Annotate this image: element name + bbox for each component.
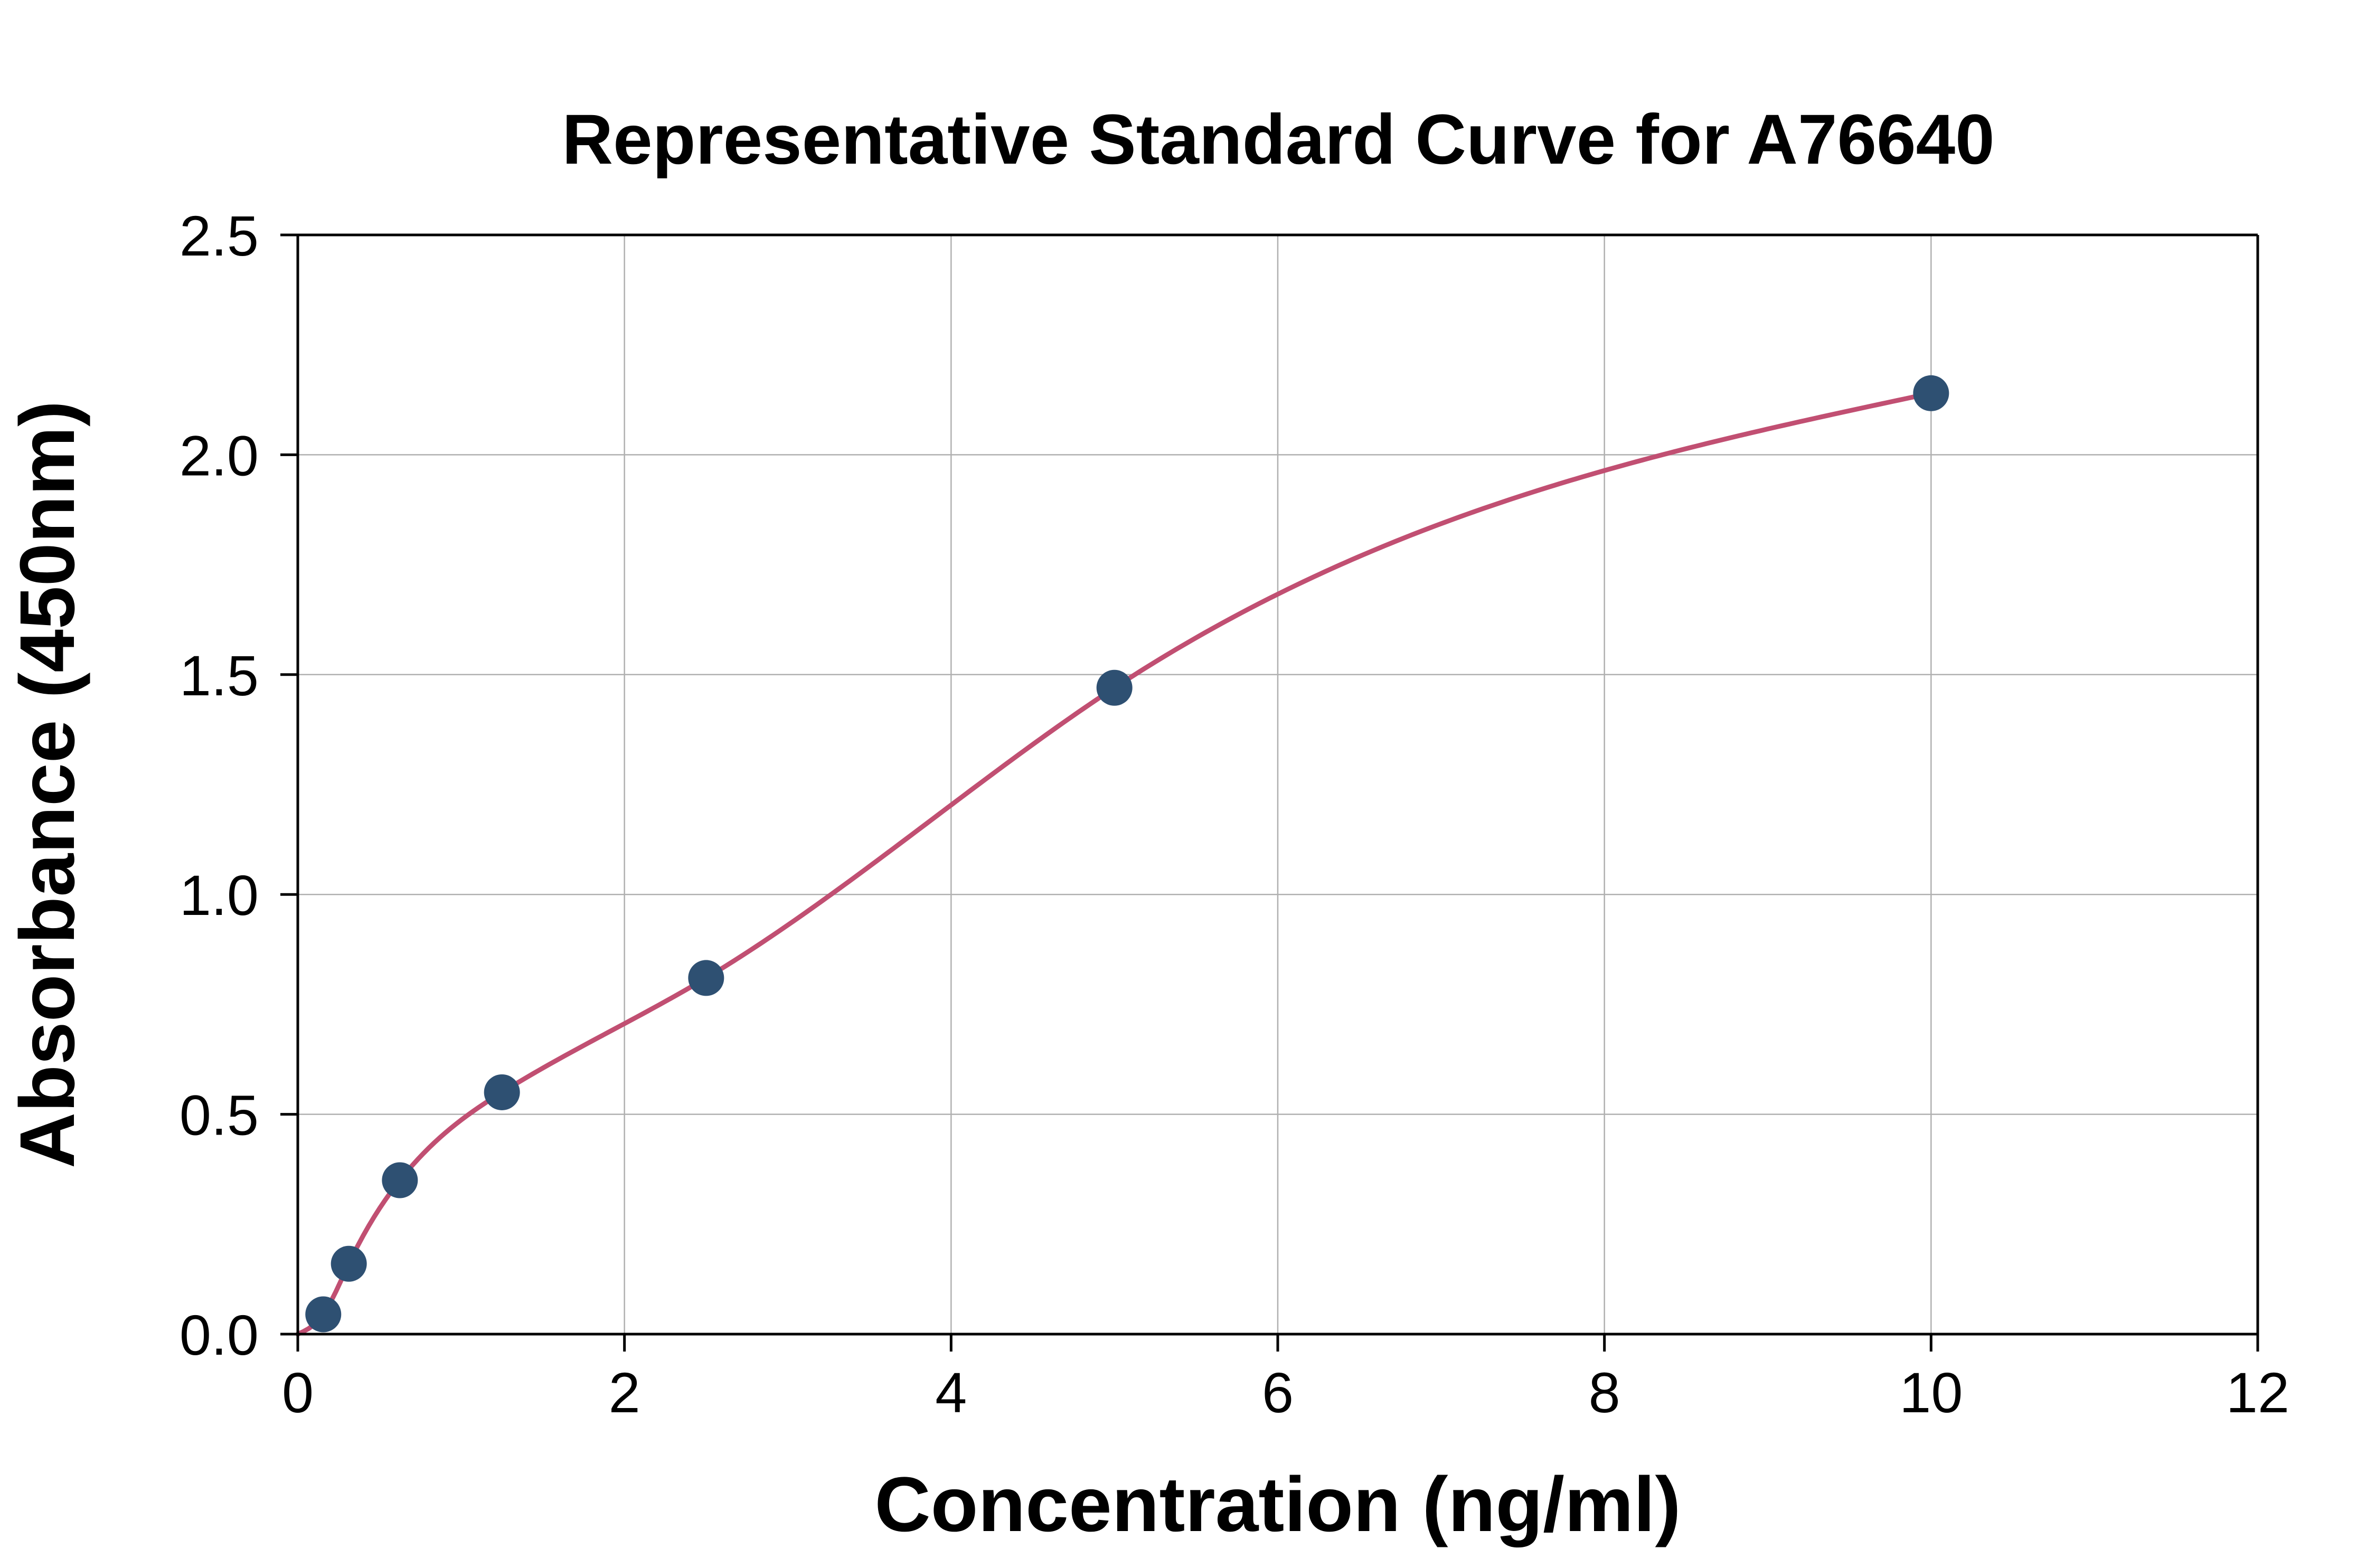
svg-text:0.0: 0.0	[180, 1303, 259, 1367]
svg-text:10: 10	[1899, 1361, 1963, 1424]
svg-text:Representative Standard Curve: Representative Standard Curve for A76640	[562, 100, 1994, 179]
svg-text:2.0: 2.0	[180, 423, 259, 487]
svg-text:0: 0	[282, 1361, 314, 1424]
svg-text:1.0: 1.0	[180, 863, 259, 927]
svg-text:0.5: 0.5	[180, 1083, 259, 1147]
svg-text:2.5: 2.5	[180, 204, 259, 268]
svg-text:4: 4	[935, 1361, 967, 1424]
svg-text:8: 8	[1589, 1361, 1620, 1424]
svg-text:1.5: 1.5	[180, 644, 259, 707]
svg-text:Concentration (ng/ml): Concentration (ng/ml)	[874, 1461, 1681, 1548]
svg-text:Absorbance (450nm): Absorbance (450nm)	[4, 401, 91, 1168]
svg-text:2: 2	[609, 1361, 640, 1424]
svg-text:12: 12	[2226, 1361, 2289, 1424]
svg-text:6: 6	[1262, 1361, 1294, 1424]
